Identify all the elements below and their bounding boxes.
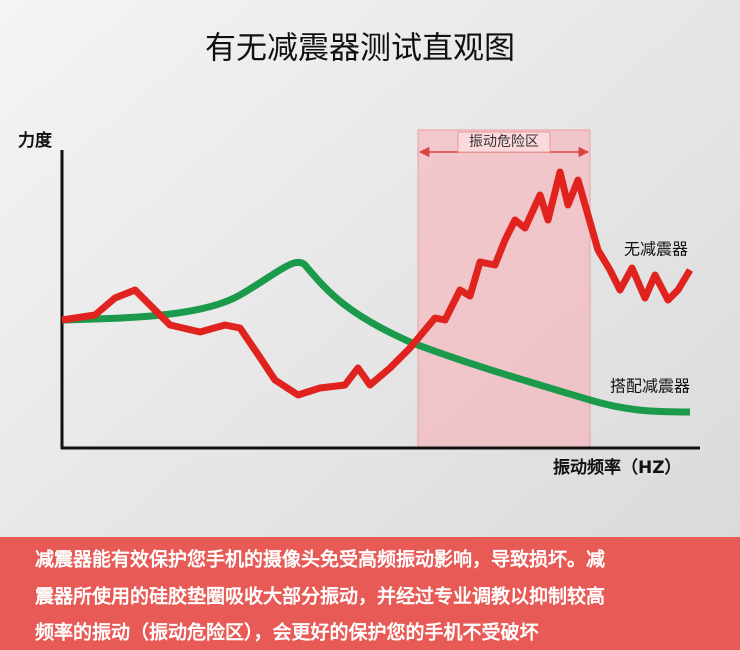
curve-with-damper: [61, 258, 691, 416]
footer-text: 频率的振动（振动危险区），会更好的保护您的手机不受破坏: [35, 621, 539, 644]
footer-text: 减震器能有效保护您手机的摄像头免受高频振动影响，导致损坏。减: [35, 548, 605, 571]
footer-band: [0, 537, 740, 650]
y-axis-label: 力度: [18, 130, 53, 151]
footer-text: 震器所使用的硅胶垫圈吸收大部分振动，并经过专业调教以抑制较高: [35, 585, 605, 608]
curve-without-damper: [61, 168, 694, 399]
x-axis-label: 振动频率（HZ）: [553, 457, 682, 478]
curve-label: 无减震器: [624, 240, 688, 259]
zone-label: 振动危险区: [469, 134, 539, 150]
curve-label: 搭配减震器: [610, 377, 690, 396]
title: 有无减震器测试直观图: [205, 31, 515, 67]
zone-label-box: [457, 131, 551, 153]
